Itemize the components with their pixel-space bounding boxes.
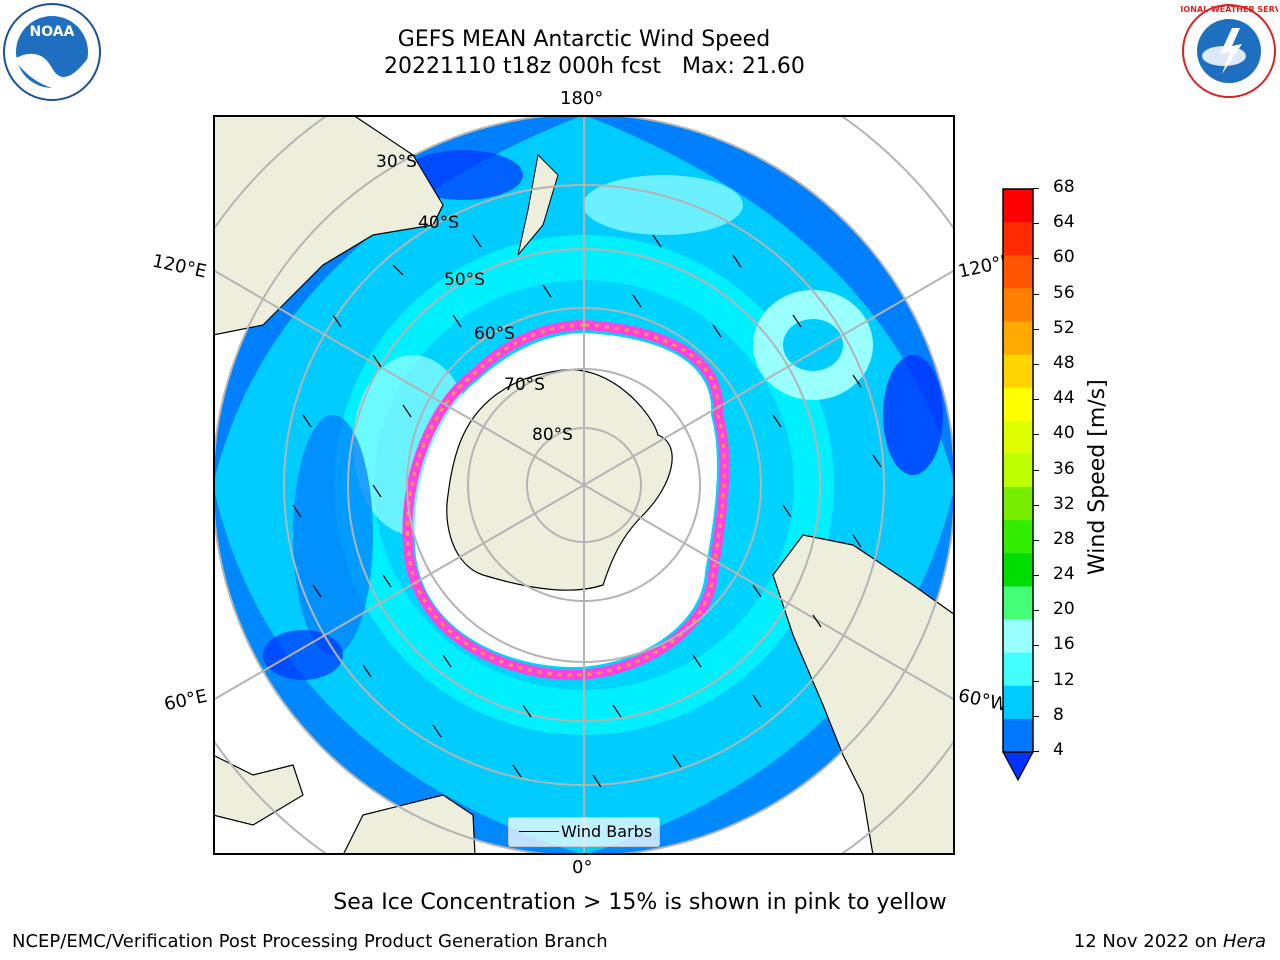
- nws-logo: NATIONAL WEATHER SERVICE: [1180, 4, 1278, 98]
- colorbar-segment: [1003, 387, 1033, 422]
- colorbar-tick-mark: [1033, 469, 1039, 471]
- colorbar-tick-label: 40: [1053, 423, 1075, 444]
- lon-label-60e: 60°E: [162, 685, 209, 716]
- footer-date-text: 12 Nov 2022 on: [1073, 931, 1223, 952]
- legend-label: Wind Barbs: [561, 822, 653, 841]
- noaa-logo-text: NOAA: [30, 24, 75, 40]
- colorbar-tick-mark: [1033, 363, 1039, 365]
- colorbar-tick-label: 16: [1053, 634, 1075, 655]
- lon-label-0: 0°: [572, 857, 593, 878]
- colorbar-tick-mark: [1033, 680, 1039, 682]
- colorbar-tick-label: 32: [1053, 493, 1075, 514]
- lat-label-80s: 80°S: [532, 425, 573, 445]
- colorbar-tick-mark: [1033, 188, 1039, 189]
- footer-host: Hera: [1222, 931, 1266, 952]
- colorbar-tick-mark: [1033, 328, 1039, 330]
- chart-subtitle: 20221110 t18z 000h fcst Max: 21.60: [384, 54, 805, 79]
- colorbar-tick-label: 52: [1053, 317, 1075, 338]
- footer-credit: NCEP/EMC/Verification Post Processing Pr…: [12, 931, 608, 952]
- colorbar-tick-mark: [1033, 223, 1039, 225]
- colorbar-tick-mark: [1033, 751, 1039, 752]
- colorbar-tick-mark: [1033, 645, 1039, 647]
- colorbar-label: Wind Speed [m/s]: [1085, 379, 1110, 575]
- lat-label-30s: 30°S: [376, 152, 417, 172]
- colorbar-tick-label: 64: [1053, 212, 1075, 233]
- colorbar-segment: [1003, 321, 1033, 356]
- colorbar-tick-mark: [1033, 715, 1039, 717]
- sea-ice-caption: Sea Ice Concentration > 15% is shown in …: [333, 890, 947, 915]
- colorbar-segment: [1003, 652, 1033, 687]
- colorbar-segment: [1003, 685, 1033, 720]
- colorbar-segment: [1003, 288, 1033, 322]
- map-legend: Wind Barbs: [508, 817, 660, 847]
- colorbar-tick-label: 68: [1053, 177, 1075, 197]
- colorbar-tick-label: 44: [1053, 388, 1075, 409]
- colorbar-tick-mark: [1033, 434, 1039, 436]
- colorbar-segment: [1003, 354, 1033, 389]
- colorbar-segment: [1003, 453, 1033, 488]
- noaa-logo: NOAA: [3, 3, 101, 101]
- colorbar-tick-mark: [1033, 293, 1039, 295]
- colorbar-segment: [1003, 255, 1033, 289]
- colorbar-tick-mark: [1033, 504, 1039, 506]
- chart-title: GEFS MEAN Antarctic Wind Speed: [397, 27, 771, 52]
- lon-label-180: 180°: [560, 88, 604, 109]
- graticule: [213, 115, 955, 855]
- colorbar-tick-mark: [1033, 258, 1039, 260]
- colorbar-tick-mark: [1033, 399, 1039, 401]
- colorbar-segment: [1003, 189, 1033, 223]
- wind-barbs: [292, 234, 882, 788]
- colorbar-tick-label: 56: [1053, 282, 1075, 303]
- colorbar-tick-label: 36: [1053, 458, 1075, 479]
- colorbar-segment: [1003, 619, 1033, 654]
- colorbar-tick-label: 28: [1053, 528, 1075, 549]
- colorbar-tick-label: 8: [1053, 704, 1064, 725]
- colorbar-tick-label: 48: [1053, 352, 1075, 373]
- lat-label-70s: 70°S: [504, 375, 545, 395]
- colorbar-segment: [1003, 222, 1033, 256]
- lon-label-120e-left: 120°E: [150, 250, 209, 283]
- colorbar-tick-label: 24: [1053, 564, 1075, 585]
- colorbar-tick-mark: [1033, 539, 1039, 541]
- colorbar-tick-label: 60: [1053, 247, 1075, 268]
- footer-date: 12 Nov 2022 on Hera: [1074, 931, 1266, 952]
- legend-line-swatch: [519, 831, 559, 832]
- colorbar-segment: [1003, 586, 1033, 621]
- colorbar-tick-mark: [1033, 610, 1039, 612]
- colorbar-tick-label: 4: [1053, 740, 1064, 760]
- colorbar-under-triangle: [1002, 751, 1035, 782]
- polar-map: [213, 115, 955, 855]
- lat-label-40s: 40°S: [418, 213, 459, 233]
- colorbar-segment: [1003, 520, 1033, 554]
- colorbar-tick-label: 20: [1053, 599, 1075, 620]
- colorbar-tick-label: 12: [1053, 669, 1075, 690]
- colorbar-segment: [1003, 718, 1033, 753]
- colorbar-tick-mark: [1033, 575, 1039, 577]
- colorbar: [1002, 188, 1035, 782]
- colorbar-segment: [1003, 553, 1033, 587]
- colorbar-segment: [1003, 487, 1033, 521]
- colorbar-segment: [1003, 420, 1033, 455]
- lat-label-50s: 50°S: [444, 270, 485, 290]
- lat-label-60s: 60°S: [474, 324, 515, 344]
- nws-logo-text: NATIONAL WEATHER SERVICE: [1180, 5, 1278, 14]
